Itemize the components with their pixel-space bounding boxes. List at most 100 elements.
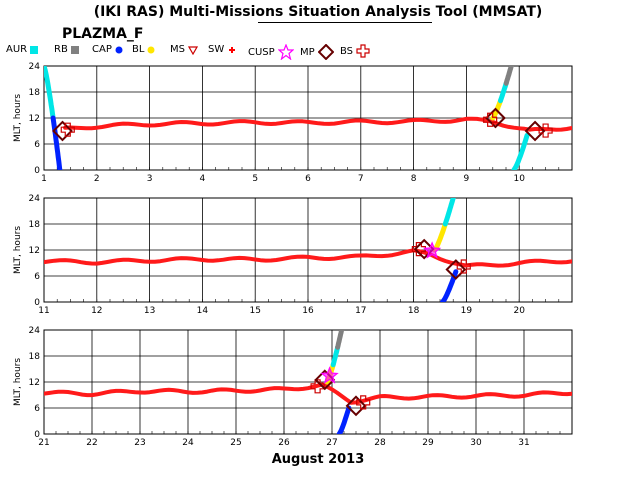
x-tick-label: 3 bbox=[147, 174, 153, 184]
x-tick-label: 21 bbox=[38, 438, 49, 448]
sw-track-series bbox=[44, 248, 572, 268]
y-tick-label: 24 bbox=[29, 62, 41, 72]
x-tick-label: 25 bbox=[230, 438, 241, 448]
y-tick-label: 18 bbox=[29, 352, 41, 362]
region-pass-aur bbox=[330, 344, 341, 368]
legend-label-sw: SW bbox=[208, 44, 225, 55]
region-pass-rb bbox=[335, 330, 345, 350]
legend-item-bs: BS bbox=[340, 44, 370, 58]
x-axis-title: August 2013 bbox=[271, 452, 365, 467]
region-pass-aur bbox=[44, 66, 56, 121]
sw-track-series bbox=[44, 382, 572, 405]
region-pass-cap bbox=[336, 405, 352, 434]
legend-item-mp: MP bbox=[300, 44, 334, 60]
x-tick-label: 23 bbox=[134, 438, 145, 448]
x-tick-label: 5 bbox=[252, 174, 258, 184]
sw-track-series bbox=[63, 116, 572, 132]
plot-area bbox=[44, 66, 572, 170]
chart-panel-3: 21 22 23 24 25 26 27 28 29 30 31 0 6 12 18 24 MLT, hours bbox=[13, 326, 573, 448]
y-tick-label: 6 bbox=[34, 140, 40, 150]
y-tick-label: 18 bbox=[29, 88, 41, 98]
crossing-mp-marker bbox=[52, 120, 73, 142]
legend-item-bl: BL bbox=[132, 44, 155, 55]
legend-label-mp: MP bbox=[300, 46, 315, 58]
x-tick-label: 26 bbox=[278, 438, 290, 448]
triangle-icon bbox=[187, 45, 198, 55]
crossing-bs-marker bbox=[483, 112, 498, 127]
x-tick-label: 11 bbox=[38, 306, 49, 316]
y-tick-label: 12 bbox=[29, 246, 40, 256]
region-pass-aur bbox=[442, 198, 456, 227]
y-tick-label: 0 bbox=[34, 166, 40, 176]
x-tick-label: 12 bbox=[91, 306, 102, 316]
legend-label-ms: MS bbox=[170, 44, 185, 55]
x-tick-label: 30 bbox=[470, 438, 482, 448]
x-tick-label: 17 bbox=[355, 306, 366, 316]
y-axis-label: MLT, hours bbox=[13, 226, 23, 274]
legend-item-cap: CAP bbox=[92, 44, 123, 55]
x-tick-label: 22 bbox=[86, 438, 97, 448]
legend-label-cap: CAP bbox=[92, 44, 112, 55]
y-tick-label: 6 bbox=[34, 404, 40, 414]
x-tick-label: 14 bbox=[197, 306, 209, 316]
x-tick-label: 1 bbox=[41, 174, 47, 184]
legend-item-rb: RB bbox=[54, 44, 79, 55]
yellow-circle-icon bbox=[147, 46, 155, 53]
crossing-cusp-marker bbox=[422, 241, 442, 259]
legend-item-cusp: CUSP bbox=[248, 44, 294, 60]
y-tick-label: 24 bbox=[29, 194, 41, 204]
x-tick-label: 9 bbox=[464, 174, 470, 184]
x-tick-label: 29 bbox=[422, 438, 434, 448]
magenta-star-icon bbox=[277, 44, 294, 60]
y-tick-label: 12 bbox=[29, 378, 40, 388]
x-tick-label: 15 bbox=[249, 306, 260, 316]
legend-item-sw: SW bbox=[208, 44, 237, 55]
x-tick-label: 8 bbox=[411, 174, 417, 184]
y-tick-label: 18 bbox=[29, 220, 41, 230]
mission-name: PLAZMA_F bbox=[62, 26, 144, 42]
legend-label-bs: BS bbox=[340, 45, 354, 57]
x-tick-label: 27 bbox=[326, 438, 337, 448]
region-pass-rb bbox=[503, 66, 514, 86]
y-tick-label: 0 bbox=[34, 430, 40, 440]
plot-area bbox=[44, 198, 572, 302]
crossing-bs-marker bbox=[456, 259, 471, 274]
x-tick-label: 16 bbox=[302, 306, 314, 316]
crossing-cusp-marker bbox=[320, 366, 339, 384]
x-tick-label: 10 bbox=[513, 174, 525, 184]
region-pass-aur bbox=[511, 132, 530, 170]
blue-circle-icon bbox=[115, 46, 123, 53]
legend-label-rb: RB bbox=[54, 44, 68, 55]
y-tick-label: 12 bbox=[29, 114, 40, 124]
red-dot-icon bbox=[229, 46, 236, 53]
x-tick-label: 20 bbox=[513, 306, 525, 316]
crossing-bs-marker bbox=[60, 122, 75, 137]
region-pass-cap bbox=[50, 115, 63, 170]
crossing-bs-marker bbox=[538, 123, 553, 138]
x-tick-label: 31 bbox=[518, 438, 529, 448]
x-tick-label: 6 bbox=[305, 174, 311, 184]
legend: AUR RB CAP BL MS SW CUSP MP BS bbox=[6, 44, 626, 64]
y-tick-label: 0 bbox=[34, 298, 40, 308]
x-tick-label: 18 bbox=[408, 306, 420, 316]
region-pass-aur bbox=[498, 80, 509, 104]
plot-area bbox=[44, 330, 572, 434]
x-tick-label: 28 bbox=[374, 438, 386, 448]
y-axis-label: MLT, hours bbox=[13, 94, 23, 142]
region-pass-bl bbox=[490, 98, 503, 121]
x-tick-label: 2 bbox=[94, 174, 100, 184]
cross-icon bbox=[356, 44, 370, 58]
gray-square-icon bbox=[70, 45, 79, 54]
crossing-mp-marker bbox=[485, 107, 506, 129]
crossing-mp-marker bbox=[345, 395, 367, 417]
page-title: (IKI RAS) Multi-Missions Situation Analy… bbox=[93, 4, 543, 20]
x-tick-label: 7 bbox=[358, 174, 364, 184]
y-tick-label: 24 bbox=[29, 326, 41, 336]
chart-panel-2: 11 12 13 14 15 16 17 18 19 20 0 6 12 18 24 MLT, hours bbox=[13, 194, 573, 316]
legend-item-ms: MS bbox=[170, 44, 198, 55]
crossing-bs-marker bbox=[356, 395, 371, 410]
crossing-mp-marker bbox=[445, 259, 467, 280]
x-tick-label: 4 bbox=[200, 174, 206, 184]
cyan-square-icon bbox=[30, 45, 39, 54]
